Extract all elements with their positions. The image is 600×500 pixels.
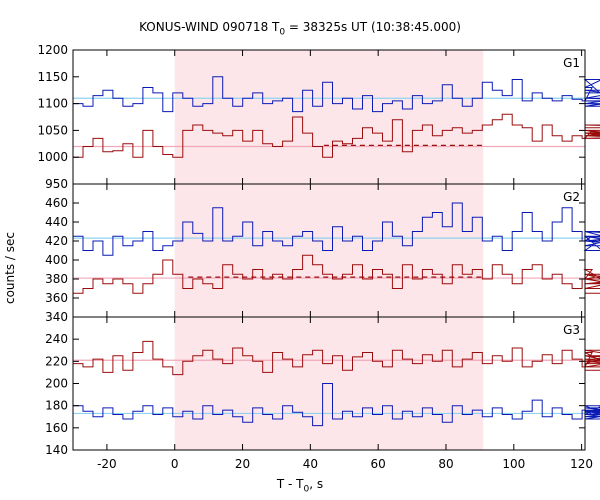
- g3-red-series: [73, 340, 600, 376]
- g2-ytick-label: 460: [45, 196, 68, 210]
- chart-title: KONUS-WIND 090718 T0 = 38325s UT (10:38:…: [0, 20, 600, 37]
- g2-ytick-label: 360: [45, 291, 68, 305]
- g1-panel-label: G1: [563, 56, 580, 70]
- g1-ytick-label: 1000: [37, 150, 68, 164]
- xtick-label: 60: [371, 457, 386, 471]
- g1-ytick-label: 1050: [37, 123, 68, 137]
- g3-blue-series: [73, 383, 600, 427]
- g1-ytick-label: 950: [45, 177, 68, 191]
- xtick-label: 120: [570, 457, 593, 471]
- g3-ytick-label: 240: [45, 332, 68, 346]
- g3-ytick-label: 200: [45, 377, 68, 391]
- g3-ytick-label: 220: [45, 354, 68, 368]
- g3-ytick-label: 140: [45, 443, 68, 457]
- x-label-prefix: T - T: [276, 477, 304, 491]
- xtick-label: 20: [235, 457, 250, 471]
- xtick-label: -20: [97, 457, 117, 471]
- title-suffix: = 38325s UT (10:38:45.000): [285, 20, 461, 34]
- g3-ytick-label: 180: [45, 399, 68, 413]
- g2-ytick-label: 340: [45, 310, 68, 324]
- g1-red-series: [73, 113, 600, 158]
- title-prefix: KONUS-WIND 090718 T: [139, 20, 280, 34]
- xtick-label: 80: [438, 457, 453, 471]
- g1-blue-series: [73, 76, 600, 113]
- title-subscript: 0: [279, 27, 286, 38]
- g2-panel-label: G2: [563, 190, 580, 204]
- g3-ytick-label: 160: [45, 421, 68, 435]
- g1-ytick-label: 1200: [37, 43, 68, 57]
- g2-ytick-label: 380: [45, 272, 68, 286]
- g2-ytick-label: 420: [45, 234, 68, 248]
- xtick-label: 0: [171, 457, 179, 471]
- g2-ytick-label: 440: [45, 215, 68, 229]
- g1-shaded-interval: [174, 50, 484, 184]
- xtick-label: 100: [502, 457, 525, 471]
- g1-ytick-label: 1100: [37, 97, 68, 111]
- x-label-subscript: 0: [303, 484, 310, 495]
- xtick-label: 40: [303, 457, 318, 471]
- x-label-suffix: , s: [309, 477, 324, 491]
- g3-panel-label: G3: [563, 323, 580, 337]
- g2-ytick-label: 400: [45, 253, 68, 267]
- g1-ytick-label: 1150: [37, 70, 68, 84]
- x-axis-label: T - T0, s: [0, 477, 600, 494]
